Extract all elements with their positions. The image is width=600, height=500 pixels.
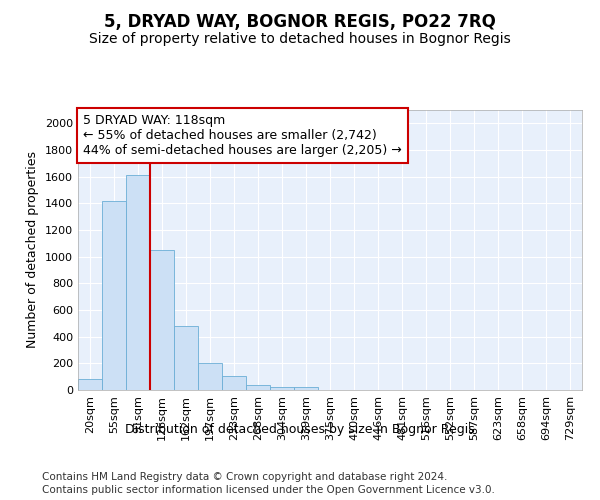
Text: Size of property relative to detached houses in Bognor Regis: Size of property relative to detached ho…: [89, 32, 511, 46]
Text: 5, DRYAD WAY, BOGNOR REGIS, PO22 7RQ: 5, DRYAD WAY, BOGNOR REGIS, PO22 7RQ: [104, 12, 496, 30]
Bar: [198, 364, 222, 390]
Bar: [78, 380, 102, 390]
Bar: [222, 376, 246, 390]
Bar: [246, 385, 270, 390]
Text: Contains HM Land Registry data © Crown copyright and database right 2024.: Contains HM Land Registry data © Crown c…: [42, 472, 448, 482]
Text: Distribution of detached houses by size in Bognor Regis: Distribution of detached houses by size …: [125, 422, 475, 436]
Bar: [102, 200, 126, 390]
Bar: [150, 250, 174, 390]
Text: 5 DRYAD WAY: 118sqm
← 55% of detached houses are smaller (2,742)
44% of semi-det: 5 DRYAD WAY: 118sqm ← 55% of detached ho…: [83, 114, 402, 157]
Bar: [294, 388, 318, 390]
Bar: [270, 386, 294, 390]
Bar: [174, 326, 198, 390]
Text: Contains public sector information licensed under the Open Government Licence v3: Contains public sector information licen…: [42, 485, 495, 495]
Y-axis label: Number of detached properties: Number of detached properties: [26, 152, 40, 348]
Bar: [126, 176, 150, 390]
